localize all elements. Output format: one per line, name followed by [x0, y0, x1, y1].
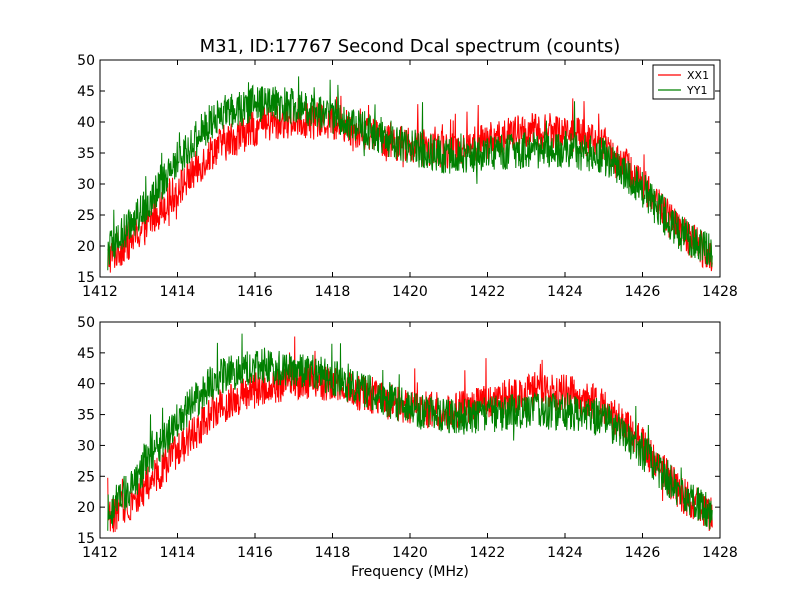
x-tick-label: 1426 — [625, 284, 661, 300]
x-tick-label: 1428 — [702, 284, 738, 300]
x-tick-label: 1420 — [392, 545, 428, 561]
x-tick-label: 1412 — [82, 545, 118, 561]
x-tick-label: 1428 — [702, 545, 738, 561]
x-tick-label: 1414 — [160, 545, 196, 561]
y-tick-label: 25 — [77, 208, 95, 224]
x-tick-label: 1412 — [82, 284, 118, 300]
y-tick-label: 40 — [77, 377, 95, 393]
y-tick-label: 35 — [77, 408, 95, 424]
x-tick-label: 1420 — [392, 284, 428, 300]
series-line-yy1-top — [107, 76, 713, 271]
y-tick-label: 45 — [77, 84, 95, 100]
series-line-yy1-bottom — [107, 333, 713, 531]
y-tick-label: 45 — [77, 346, 95, 362]
y-tick-label: 20 — [77, 239, 95, 255]
x-tick-label: 1422 — [470, 545, 506, 561]
legend-label-yy1: YY1 — [686, 84, 707, 97]
x-tick-label: 1418 — [315, 545, 351, 561]
y-tick-label: 30 — [77, 177, 95, 193]
figure-title: M31, ID:17767 Second Dcal spectrum (coun… — [200, 36, 621, 57]
legend-label-xx1: XX1 — [687, 69, 709, 82]
top-panel: 1412 1414 1416 1418 1420 1422 1424 1426 1428 15 20… — [77, 53, 738, 300]
legend-box — [652, 64, 715, 100]
y-tick-label: 40 — [77, 115, 95, 131]
y-tick-label: 25 — [77, 469, 95, 485]
x-tick-label: 1422 — [470, 284, 506, 300]
y-tick-label: 35 — [77, 146, 95, 162]
bottom-panel: 1412 1414 1416 1418 1420 1422 1424 1426 1428 15 20… — [77, 315, 738, 561]
x-tick-label: 1416 — [237, 284, 273, 300]
x-tick-label: 1424 — [547, 545, 583, 561]
x-tick-label: 1424 — [547, 284, 583, 300]
series-line-xx1-bottom — [107, 336, 713, 533]
x-tick-label: 1418 — [315, 284, 351, 300]
y-tick-label: 15 — [77, 531, 95, 547]
x-axis-label: Frequency (MHz) — [351, 564, 469, 580]
y-tick-label: 20 — [77, 500, 95, 516]
y-tick-label: 50 — [77, 53, 95, 69]
x-tick-label: 1414 — [160, 284, 196, 300]
x-tick-label: 1426 — [625, 545, 661, 561]
y-tick-label: 15 — [77, 270, 95, 286]
y-tick-label: 30 — [77, 438, 95, 454]
x-tick-label: 1416 — [237, 545, 273, 561]
y-tick-label: 50 — [77, 315, 95, 331]
